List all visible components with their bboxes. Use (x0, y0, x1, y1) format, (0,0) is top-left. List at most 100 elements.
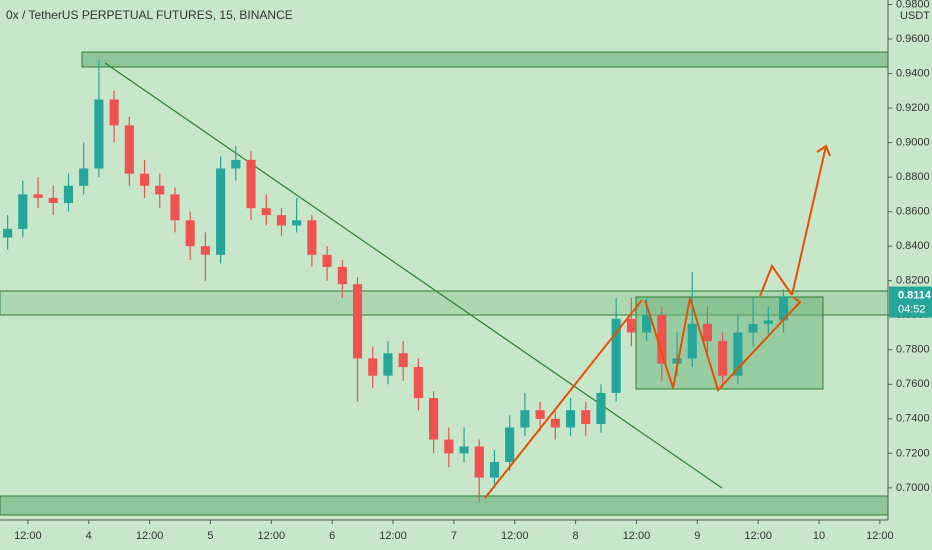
x-tick-label: 4 (86, 530, 92, 542)
up-trend-arrow (484, 299, 643, 499)
y-tick-label: 0.7000 (896, 482, 930, 494)
candle-body (565, 410, 576, 428)
candle-body (307, 220, 317, 255)
y-tick-label: 0.8800 (896, 171, 930, 183)
x-tick-label: 12:00 (501, 530, 529, 542)
trend-line (104, 62, 723, 489)
candle-body (337, 266, 347, 285)
y-tick-label: 0.8600 (896, 206, 930, 218)
last-price-label: 0.8114 (898, 289, 932, 301)
candle-body (155, 185, 165, 195)
x-tick-label: 7 (451, 530, 457, 542)
candle-body (611, 318, 621, 393)
candle-body (413, 367, 423, 399)
candle-body (246, 159, 256, 209)
candle-body (109, 99, 119, 126)
candle-body (718, 341, 728, 376)
x-tick-label: 12:00 (866, 530, 894, 542)
candle-body (139, 173, 150, 186)
candle-body (63, 185, 74, 204)
candle-body (79, 168, 89, 186)
candle-body (200, 246, 210, 255)
zigzag (644, 297, 801, 392)
candle-body (48, 197, 58, 204)
candle-body (276, 215, 287, 226)
candle-body (429, 398, 439, 440)
axes: 0.70000.72000.74000.76000.78000.80000.82… (14, 0, 932, 542)
y-tick-label: 0.8400 (896, 240, 930, 252)
drawings (0, 51, 889, 516)
candle-body (626, 318, 636, 333)
last-price-box (889, 286, 932, 318)
candle-body (505, 427, 515, 462)
candle-body (261, 208, 271, 216)
projection (759, 263, 793, 297)
candle-body (3, 228, 13, 238)
x-tick-label: 9 (694, 530, 700, 542)
y-tick-label: 0.9400 (896, 67, 930, 79)
candle-body (581, 410, 591, 425)
y-tick-label: 0.7800 (896, 344, 930, 356)
candle-body (687, 323, 697, 359)
candle-body (33, 194, 43, 198)
arrow-head (792, 296, 802, 309)
y-tick-label: 0.7600 (896, 378, 930, 390)
candle-body (18, 194, 28, 229)
candle-body (94, 99, 104, 169)
x-tick-label: 12:00 (744, 530, 772, 542)
candle-body (535, 410, 545, 419)
candle-body (657, 315, 667, 364)
unit-bg (890, 9, 932, 25)
y-tick-label: 0.9600 (896, 33, 930, 45)
candle-body (398, 353, 408, 368)
candle-body (763, 320, 773, 324)
y-tick-label: 0.7200 (896, 447, 930, 459)
candle-body (748, 323, 758, 333)
y-tick-label: 0.9200 (896, 102, 930, 114)
x-tick-label: 6 (329, 530, 335, 542)
bottom-zone (0, 495, 889, 516)
countdown: 04:52 (898, 303, 926, 315)
candle-body (231, 159, 241, 169)
range-box (635, 296, 824, 390)
candle-body (383, 353, 393, 376)
candle-body (642, 315, 652, 333)
arrow-head (816, 144, 831, 157)
x-tick-label: 12:00 (14, 530, 42, 542)
x-tick-label: 8 (573, 530, 579, 542)
candle-body (672, 358, 682, 364)
candle-body (322, 254, 332, 267)
candle-body (474, 446, 484, 478)
x-tick-label: 12:00 (258, 530, 286, 542)
y-tick-label: 0.7400 (896, 413, 930, 425)
chart-title: 0x / TetherUS PERPETUAL FUTURES, 15, BIN… (6, 8, 293, 22)
candle-body (352, 284, 363, 359)
candle-body (216, 168, 226, 255)
resistance-zone (81, 51, 889, 68)
y-tick-label: 0.8200 (896, 275, 930, 287)
candle-body (170, 194, 180, 221)
candle-body (459, 446, 469, 454)
target-arrow (791, 145, 827, 296)
candle-body (292, 220, 302, 226)
x-tick-label: 5 (207, 530, 213, 542)
x-tick-label: 12:00 (379, 530, 407, 542)
x-tick-label: 10 (813, 530, 825, 542)
candle-body (444, 439, 454, 454)
x-tick-label: 12:00 (623, 530, 651, 542)
y-tick-label: 0.9800 (896, 0, 930, 10)
candle-body (596, 392, 606, 425)
candle-body (368, 358, 378, 376)
x-tick-label: 12:00 (136, 530, 164, 542)
candle-body (550, 418, 560, 428)
overlays (484, 144, 831, 499)
candle-body (778, 296, 789, 321)
candle-body (520, 410, 530, 428)
candle-body (489, 461, 500, 478)
candle-body (733, 332, 743, 376)
y-tick-label: 0.9000 (896, 137, 930, 149)
y-unit: USDT (900, 10, 930, 22)
candle-body (185, 220, 195, 247)
